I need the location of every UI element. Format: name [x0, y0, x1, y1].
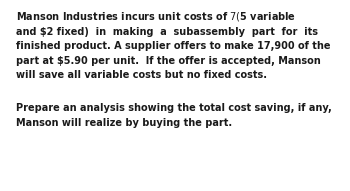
Text: Manson Industries incurs unit costs of $7 ($5 variable
and $2 fixed)  in  making: Manson Industries incurs unit costs of $… [16, 10, 330, 80]
Text: Prepare an analysis showing the total cost saving, if any,
Manson will realize b: Prepare an analysis showing the total co… [16, 103, 331, 128]
